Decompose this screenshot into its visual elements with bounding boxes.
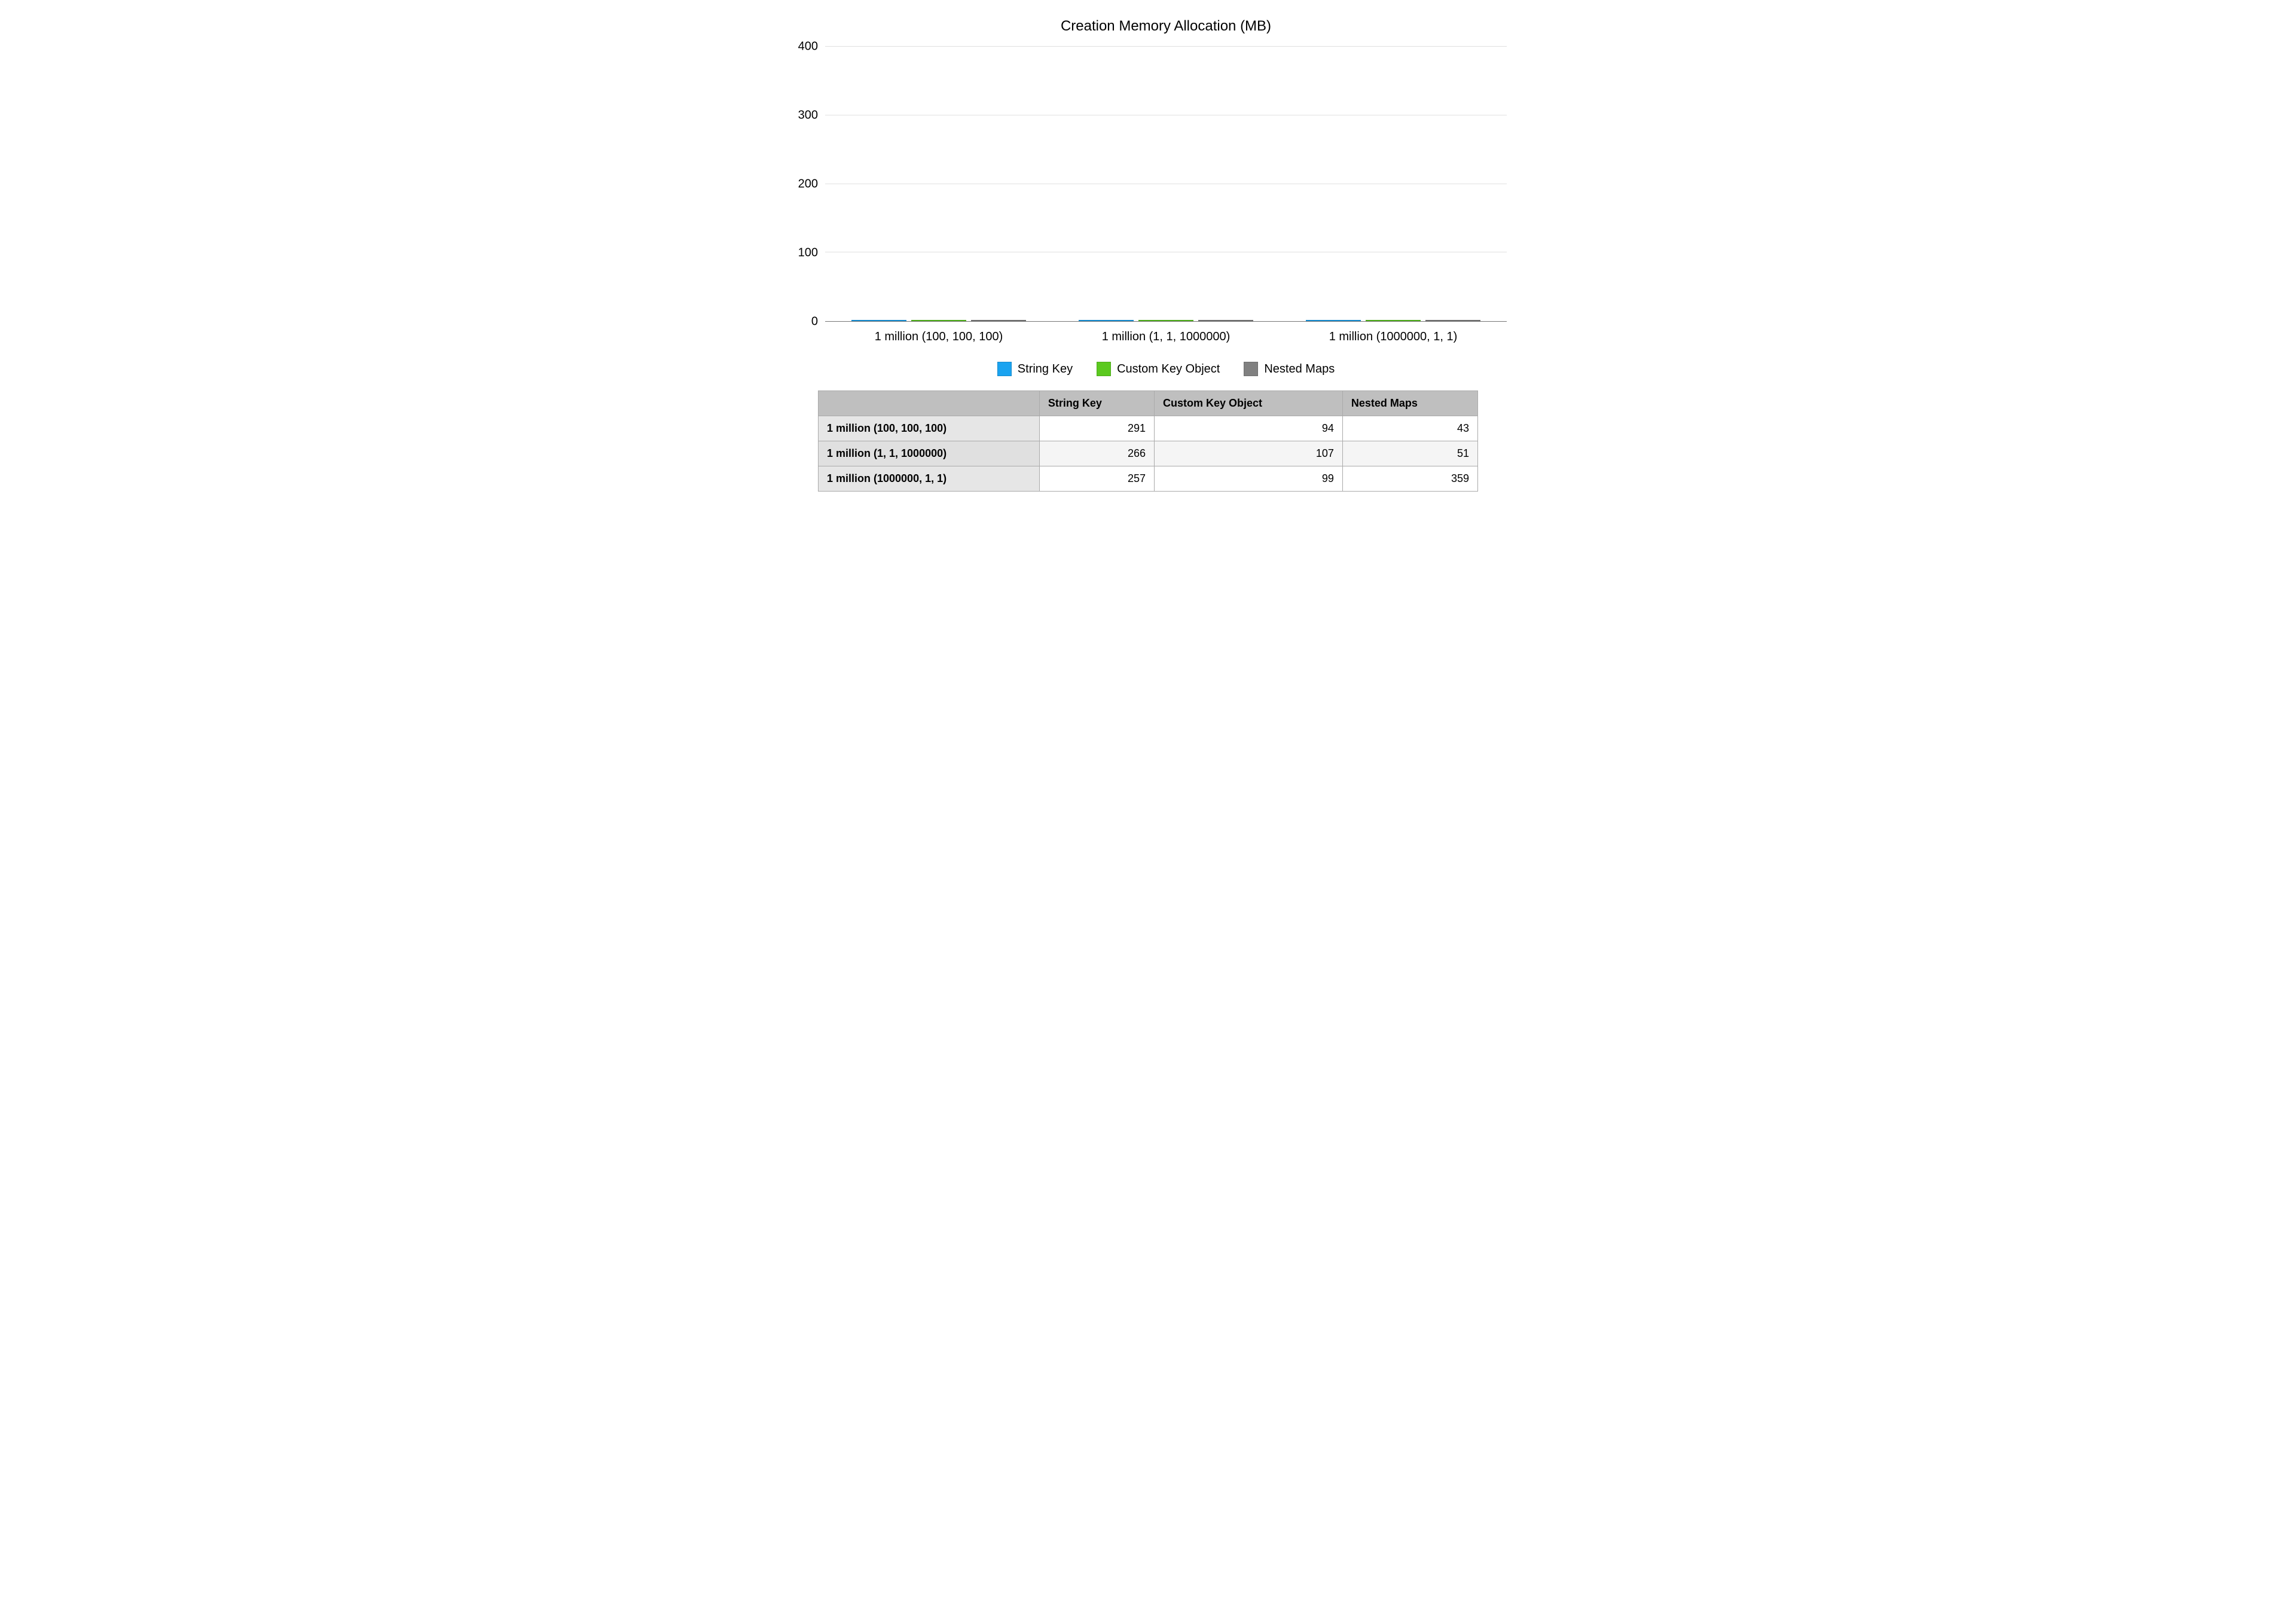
bar-groups	[825, 47, 1507, 321]
table-cell: 359	[1342, 466, 1477, 492]
bar	[911, 320, 966, 321]
legend-label: Custom Key Object	[1117, 362, 1220, 376]
bar-group	[825, 320, 1052, 321]
table-row: 1 million (100, 100, 100)2919443	[819, 416, 1478, 441]
data-table: String Key Custom Key Object Nested Maps…	[818, 390, 1478, 492]
table-cell: 94	[1155, 416, 1343, 441]
table-row-header: 1 million (1000000, 1, 1)	[819, 466, 1040, 492]
legend-label: String Key	[1018, 362, 1073, 376]
chart-area: 0100200300400	[789, 47, 1507, 322]
table-column-header: Custom Key Object	[1155, 391, 1343, 416]
bar	[1198, 320, 1253, 321]
table-row-header: 1 million (100, 100, 100)	[819, 416, 1040, 441]
table-cell: 266	[1039, 441, 1154, 466]
bar	[851, 320, 906, 321]
table-row: 1 million (1000000, 1, 1)25799359	[819, 466, 1478, 492]
table-column-header: Nested Maps	[1342, 391, 1477, 416]
x-tick-label: 1 million (1000000, 1, 1)	[1280, 322, 1507, 344]
bar-group	[1052, 320, 1280, 321]
chart-legend: String Key Custom Key Object Nested Maps	[825, 362, 1507, 376]
legend-label: Nested Maps	[1264, 362, 1335, 376]
table-row: 1 million (1, 1, 1000000)26610751	[819, 441, 1478, 466]
table-corner-cell	[819, 391, 1040, 416]
legend-item: Nested Maps	[1244, 362, 1335, 376]
bar	[1138, 320, 1193, 321]
y-tick-label: 100	[798, 246, 818, 260]
legend-swatch	[1097, 362, 1111, 376]
table-body: 1 million (100, 100, 100)29194431 millio…	[819, 416, 1478, 492]
chart-plot	[825, 47, 1507, 322]
table-column-header: String Key	[1039, 391, 1154, 416]
table-header-row: String Key Custom Key Object Nested Maps	[819, 391, 1478, 416]
y-tick-label: 300	[798, 109, 818, 123]
table-cell: 107	[1155, 441, 1343, 466]
legend-item: String Key	[997, 362, 1073, 376]
y-tick-label: 0	[811, 315, 818, 329]
table-cell: 51	[1342, 441, 1477, 466]
page: Creation Memory Allocation (MB) 0 100 200 3…	[765, 0, 1531, 515]
table-cell: 257	[1039, 466, 1154, 492]
x-tick-label: 1 million (100, 100, 100)	[825, 322, 1052, 344]
bar-group	[1280, 320, 1507, 321]
y-axis: 0100200300400	[789, 47, 825, 322]
y-tick-label: 400	[798, 40, 818, 54]
chart-title: Creation Memory Allocation (MB)	[789, 18, 1507, 35]
bar	[1425, 320, 1480, 321]
table-cell: 43	[1342, 416, 1477, 441]
table-cell: 99	[1155, 466, 1343, 492]
bar	[971, 320, 1026, 321]
x-tick-label: 1 million (1, 1, 1000000)	[1052, 322, 1280, 344]
bar	[1079, 320, 1134, 321]
x-axis: 1 million (100, 100, 100)1 million (1, 1…	[825, 322, 1507, 344]
legend-swatch	[1244, 362, 1258, 376]
table-cell: 291	[1039, 416, 1154, 441]
table-row-header: 1 million (1, 1, 1000000)	[819, 441, 1040, 466]
bar	[1306, 320, 1361, 321]
gridline	[825, 46, 1507, 47]
y-tick-label: 200	[798, 178, 818, 191]
legend-item: Custom Key Object	[1097, 362, 1220, 376]
bar	[1366, 320, 1421, 321]
legend-swatch	[997, 362, 1012, 376]
